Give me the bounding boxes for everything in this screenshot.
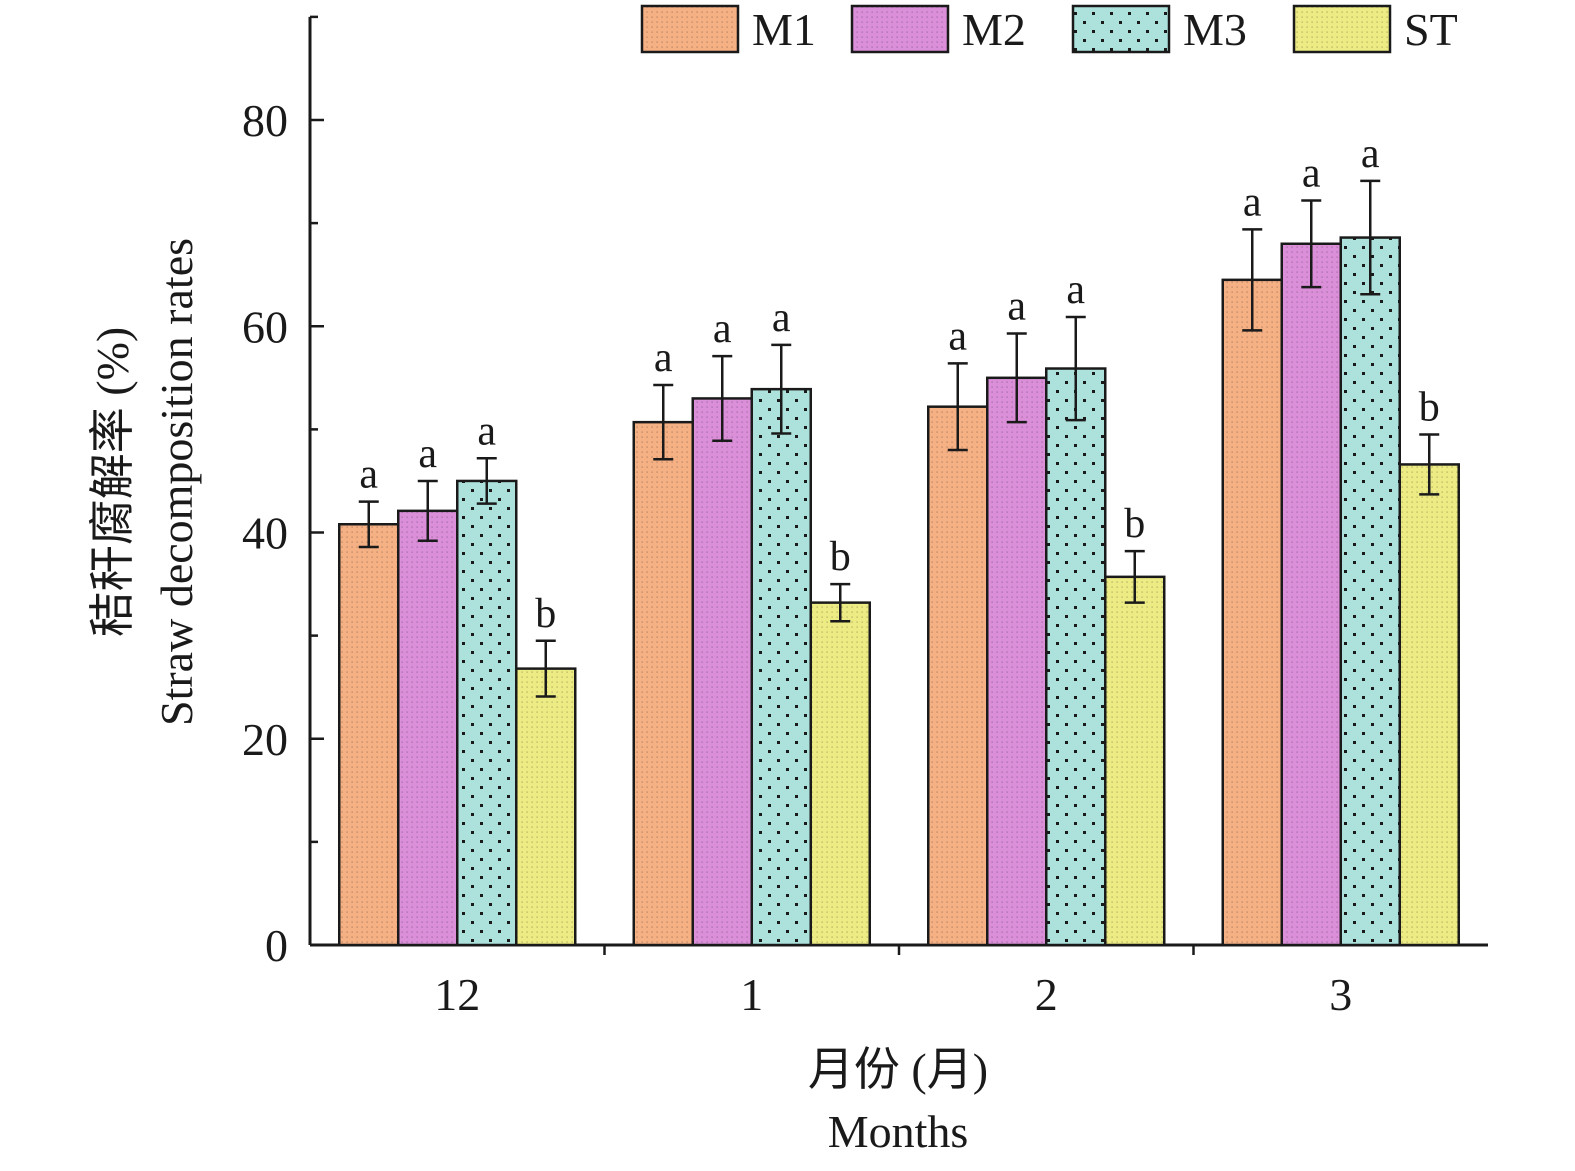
bar-pattern-m2: [986, 376, 1048, 947]
y-tick-label: 60: [242, 301, 288, 352]
bar-pattern-st: [515, 667, 577, 947]
bar-pattern-m3: [456, 479, 518, 947]
bar-pattern-m2: [691, 397, 753, 947]
significance-letter: a: [948, 313, 967, 359]
significance-letter: a: [477, 408, 496, 454]
significance-letter: a: [1361, 131, 1380, 177]
bar-pattern-m2: [1280, 242, 1342, 947]
bar-pattern-m3: [1339, 236, 1401, 947]
x-axis-title: Months: [828, 1106, 969, 1157]
y-tick-label: 80: [242, 95, 288, 146]
legend-swatch-pattern: [850, 4, 950, 54]
x-axis-title-zh: 月份 (月): [808, 1044, 988, 1095]
significance-letter: b: [830, 534, 851, 580]
bar-pattern-m1: [1221, 278, 1283, 947]
legend-swatch-pattern: [1071, 4, 1171, 54]
legend-label: M1: [752, 4, 816, 55]
significance-letter: b: [535, 591, 556, 637]
bar-pattern-m3: [1045, 367, 1107, 947]
legend-swatch-pattern: [640, 4, 740, 54]
bar-pattern-m1: [927, 405, 989, 947]
significance-letter: a: [359, 452, 378, 498]
significance-letter: a: [1243, 179, 1262, 225]
x-tick-label: 1: [740, 969, 763, 1020]
y-tick-label: 0: [265, 920, 288, 971]
legend-swatch-pattern: [1292, 4, 1392, 54]
significance-letter: a: [1007, 283, 1026, 329]
y-axis-title-zh: 秸秆腐解率 (%): [87, 327, 138, 637]
significance-letter: a: [418, 431, 437, 477]
significance-letter: a: [654, 335, 673, 381]
bar-pattern-st: [1398, 463, 1460, 947]
significance-letter: b: [1419, 385, 1440, 431]
bar-pattern-m1: [338, 523, 400, 947]
x-tick-label: 12: [434, 969, 480, 1020]
bar-pattern-m3: [750, 387, 812, 947]
x-tick-label: 3: [1329, 969, 1352, 1020]
legend-label: ST: [1404, 4, 1458, 55]
significance-letter: a: [1066, 267, 1085, 313]
bar-pattern-st: [1104, 575, 1166, 947]
significance-letter: b: [1124, 501, 1145, 547]
significance-letter: a: [1302, 150, 1321, 196]
legend-label: M2: [962, 4, 1026, 55]
significance-letter: a: [713, 306, 732, 352]
y-tick-label: 20: [242, 714, 288, 765]
y-tick-label: 40: [242, 508, 288, 559]
legend-label: M3: [1183, 4, 1247, 55]
y-axis-title: Straw decomposition rates: [151, 238, 202, 726]
bar-pattern-m1: [632, 420, 694, 947]
bar-pattern-m2: [397, 509, 459, 947]
x-tick-label: 2: [1035, 969, 1058, 1020]
significance-letter: a: [772, 295, 791, 341]
bar-pattern-st: [809, 601, 871, 947]
